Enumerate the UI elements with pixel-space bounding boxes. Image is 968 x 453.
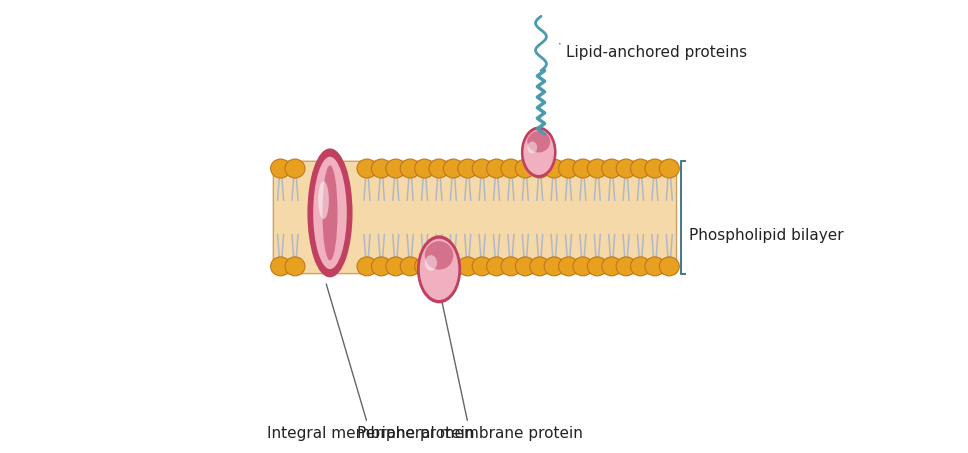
Ellipse shape (313, 156, 348, 270)
Ellipse shape (414, 257, 435, 276)
Ellipse shape (285, 159, 305, 178)
Ellipse shape (573, 159, 592, 178)
Ellipse shape (425, 255, 437, 271)
Ellipse shape (573, 257, 592, 276)
Ellipse shape (588, 159, 607, 178)
Ellipse shape (400, 257, 420, 276)
Ellipse shape (528, 131, 550, 153)
Text: Integral membrane protein: Integral membrane protein (266, 284, 474, 441)
Ellipse shape (616, 257, 636, 276)
Ellipse shape (528, 141, 537, 154)
Ellipse shape (271, 159, 290, 178)
Ellipse shape (271, 257, 290, 276)
Ellipse shape (487, 159, 506, 178)
Ellipse shape (372, 159, 391, 178)
Ellipse shape (472, 257, 492, 276)
Ellipse shape (602, 159, 621, 178)
Ellipse shape (357, 159, 377, 178)
Ellipse shape (559, 159, 579, 178)
Ellipse shape (544, 159, 564, 178)
Ellipse shape (285, 257, 305, 276)
Ellipse shape (515, 159, 535, 178)
Ellipse shape (458, 257, 478, 276)
Ellipse shape (645, 257, 665, 276)
Ellipse shape (429, 257, 449, 276)
Ellipse shape (544, 257, 564, 276)
Ellipse shape (458, 159, 478, 178)
Ellipse shape (429, 159, 449, 178)
Ellipse shape (372, 257, 391, 276)
Ellipse shape (414, 159, 435, 178)
Ellipse shape (630, 159, 650, 178)
Text: Phospholipid bilayer: Phospholipid bilayer (689, 228, 843, 243)
FancyBboxPatch shape (273, 161, 677, 274)
Ellipse shape (322, 165, 338, 260)
Ellipse shape (559, 257, 579, 276)
Ellipse shape (386, 257, 406, 276)
Ellipse shape (529, 257, 550, 276)
Ellipse shape (487, 257, 506, 276)
Ellipse shape (417, 236, 461, 303)
Ellipse shape (309, 149, 351, 276)
Ellipse shape (419, 238, 460, 301)
Ellipse shape (443, 257, 464, 276)
Ellipse shape (357, 257, 377, 276)
Ellipse shape (645, 159, 665, 178)
Ellipse shape (630, 257, 650, 276)
Ellipse shape (400, 159, 420, 178)
Ellipse shape (318, 181, 329, 219)
Ellipse shape (386, 159, 406, 178)
Text: Peripheral membrane protein: Peripheral membrane protein (357, 302, 583, 441)
Ellipse shape (659, 159, 680, 178)
Ellipse shape (616, 159, 636, 178)
Ellipse shape (522, 127, 556, 177)
Ellipse shape (425, 241, 453, 270)
Ellipse shape (515, 257, 535, 276)
Ellipse shape (472, 159, 492, 178)
Ellipse shape (588, 257, 607, 276)
Ellipse shape (602, 257, 621, 276)
Ellipse shape (443, 159, 464, 178)
Text: Lipid-anchored proteins: Lipid-anchored proteins (560, 44, 746, 60)
Ellipse shape (501, 257, 521, 276)
Ellipse shape (529, 159, 550, 178)
Ellipse shape (659, 257, 680, 276)
Ellipse shape (523, 128, 555, 176)
Ellipse shape (501, 159, 521, 178)
